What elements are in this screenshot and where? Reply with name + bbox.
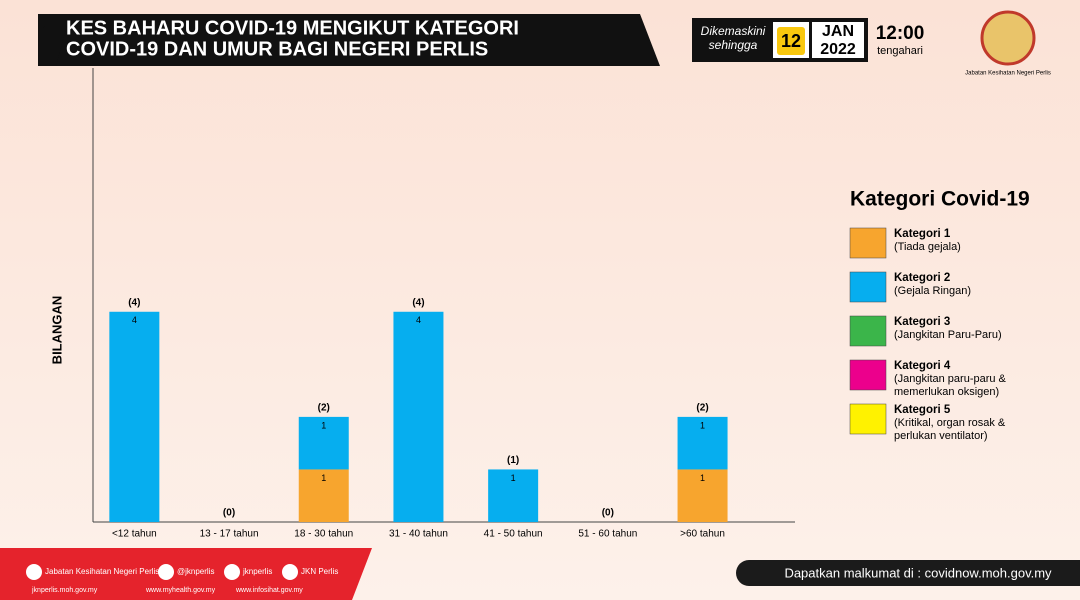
x-tick-label: 51 - 60 tahun [578,529,637,540]
total-label: (1) [507,455,519,466]
x-tick-label: 18 - 30 tahun [294,529,353,540]
y-axis-title: BILANGAN [49,296,64,365]
bar-segment [677,416,728,470]
social-handle: JKN Perlis [301,567,338,576]
social-handle: Jabatan Kesihatan Negeri Perlis [45,567,159,576]
x-tick-label: 31 - 40 tahun [389,529,448,540]
title-banner-edge [38,14,70,66]
bar-segment [393,311,444,522]
footer-info-bar [736,560,1080,586]
social-icon [26,564,42,580]
bar-segment [298,416,349,470]
title: COVID-19 DAN UMUR BAGI NEGERI PERLIS [66,38,488,60]
date-caption: Dikemaskini [701,24,766,38]
social-handle: @jknperlis [177,567,214,576]
legend-description: memerlukan oksigen) [894,386,999,398]
footer-social [0,548,372,600]
day: 12 [781,31,801,51]
year: 2022 [820,41,856,58]
legend-description: perlukan ventilator) [894,430,988,442]
logo [980,10,1036,66]
total-label: (4) [412,297,424,308]
bar-segment [298,469,349,522]
total-label: (2) [318,403,330,414]
legend-swatch [849,403,887,435]
data-label: 1 [511,473,516,483]
legend-name: Kategori 4 [894,360,951,372]
legend-description: (Kritikal, organ rosak & [894,417,1006,429]
total-label: (0) [223,508,235,519]
bar-segment [488,469,539,522]
bar-segment [677,469,728,522]
social-icon [282,564,298,580]
social-icon [158,564,174,580]
social-icon [224,564,240,580]
title: KES BAHARU COVID-19 MENGIKUT KATEGORI [66,17,519,39]
legend-name: Kategori 1 [894,228,951,240]
site: www.infosihat.gov.my [235,587,303,594]
agency: Jabatan Kesihatan Negeri Perlis [965,71,1051,77]
legend-swatch [849,315,887,347]
calendar [777,27,805,55]
legend-description: (Jangkitan Paru-Paru) [894,329,1002,341]
legend-swatch [849,271,887,303]
legend-swatch [849,227,887,259]
x-tick-label: >60 tahun [680,529,725,540]
total-label: (4) [128,297,140,308]
data-label: 4 [416,315,421,325]
month-box [812,22,864,58]
legend-description: (Gejala Ringan) [894,285,971,297]
time-note: tengahari [877,45,923,57]
x-tick-label: 13 - 17 tahun [200,529,259,540]
site: jknperlis.moh.gov.my [31,587,98,594]
legend-name: Kategori 2 [894,272,950,284]
data-label: 1 [700,420,705,430]
social-handle: jknperlis [242,567,272,576]
data-label: 1 [321,473,326,483]
legend-swatch [849,359,887,391]
date-caption: sehingga [709,38,758,52]
legend-name: Kategori 3 [894,316,950,328]
title-banner [38,14,660,66]
data-label: 1 [321,420,326,430]
data-label: 1 [700,473,705,483]
legend-name: Kategori 5 [894,404,951,416]
month: JAN [822,23,854,40]
x-tick-label: <12 tahun [112,529,157,540]
data-label: 4 [132,315,137,325]
site: www.myhealth.gov.my [145,587,216,594]
legend-title: Kategori Covid-19 [850,188,1030,211]
x-tick-label: 41 - 50 tahun [484,529,543,540]
legend-description: (Jangkitan paru-paru & [894,373,1007,385]
bar-segment [109,311,160,522]
footer-info: Dapatkan malkumat di : covidnow.moh.gov.… [784,565,1052,580]
legend-description: (Tiada gejala) [894,241,961,253]
total-label: (0) [602,508,614,519]
total-label: (2) [696,403,708,414]
time: 12:00 [876,23,925,44]
